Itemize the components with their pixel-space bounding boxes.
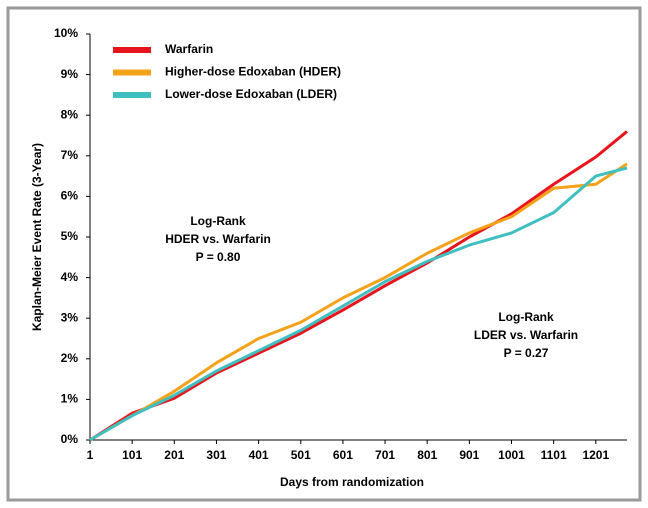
x-tick-label: 1: [87, 448, 94, 462]
x-tick-label: 101: [122, 448, 142, 462]
x-tick-label: 501: [291, 448, 311, 462]
annotation: Log-Rank: [190, 214, 246, 228]
frame: [6, 6, 642, 502]
y-tick-label: 10%: [54, 26, 78, 40]
x-tick-label: 801: [417, 448, 437, 462]
annotation: P = 0.27: [504, 346, 549, 360]
y-tick-label: 1%: [61, 392, 79, 406]
x-tick-label: 401: [249, 448, 269, 462]
y-tick-label: 3%: [61, 310, 79, 324]
y-tick-label: 5%: [61, 229, 79, 243]
x-tick-label: 201: [164, 448, 184, 462]
x-tick-label: 301: [206, 448, 226, 462]
y-tick-label: 9%: [61, 67, 79, 81]
legend-label: Higher-dose Edoxaban (HDER): [165, 65, 341, 79]
y-tick-label: 7%: [61, 148, 79, 162]
x-tick-label: 601: [333, 448, 353, 462]
y-tick-label: 6%: [61, 189, 79, 203]
y-tick-label: 8%: [61, 107, 79, 121]
y-tick-label: 2%: [61, 351, 79, 365]
x-tick-label: 1001: [498, 448, 525, 462]
annotation: LDER vs. Warfarin: [474, 328, 578, 342]
x-tick-label: 701: [375, 448, 395, 462]
x-axis-title: Days from randomization: [280, 475, 424, 489]
x-tick-label: 1101: [541, 448, 567, 462]
x-tick-label: 1201: [582, 448, 609, 462]
legend-label: Warfarin: [165, 42, 213, 56]
y-tick-label: 4%: [61, 270, 79, 284]
annotation: P = 0.80: [196, 250, 241, 264]
y-tick-label: 0%: [61, 432, 79, 446]
y-axis-title: Kaplan-Meier Event Rate (3-Year): [30, 143, 44, 331]
series-line: [89, 130, 628, 442]
x-tick-label: 901: [459, 448, 479, 462]
series-line: [89, 166, 628, 442]
annotation: HDER vs. Warfarin: [165, 232, 271, 246]
annotation: Log-Rank: [498, 310, 554, 324]
series-line: [89, 162, 628, 442]
legend-label: Lower-dose Edoxaban (LDER): [165, 87, 337, 101]
